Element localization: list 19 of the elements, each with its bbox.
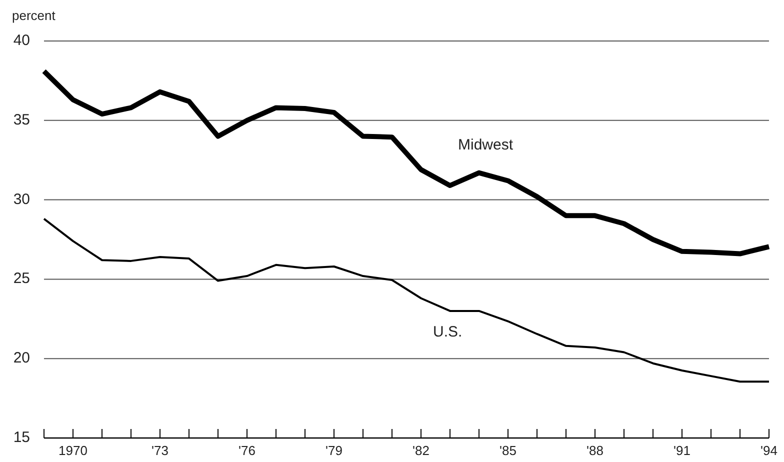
y-tick-label: 35 bbox=[13, 111, 30, 128]
series-label: Midwest bbox=[458, 136, 514, 154]
x-tick-label: '88 bbox=[586, 443, 604, 458]
y-tick-label: 25 bbox=[13, 270, 30, 288]
line-series bbox=[43, 218, 770, 383]
y-axis-title: percent bbox=[12, 8, 56, 23]
x-tick-label: '76 bbox=[238, 443, 256, 458]
x-tick-label: 1970 bbox=[58, 443, 88, 458]
y-tick-label: 15 bbox=[13, 428, 30, 446]
x-tick-label: '79 bbox=[326, 443, 342, 458]
x-tick-label: '91 bbox=[674, 443, 690, 458]
x-tick-label: '85 bbox=[500, 443, 516, 458]
x-tick-label: '94 bbox=[760, 443, 778, 458]
y-tick-label: 30 bbox=[13, 190, 30, 208]
y-tick-label: 40 bbox=[13, 32, 30, 49]
series-label: U.S. bbox=[433, 323, 462, 340]
y-tick-label: 20 bbox=[13, 350, 30, 367]
x-tick-label: '73 bbox=[152, 443, 168, 458]
x-tick-label: '82 bbox=[412, 443, 430, 458]
